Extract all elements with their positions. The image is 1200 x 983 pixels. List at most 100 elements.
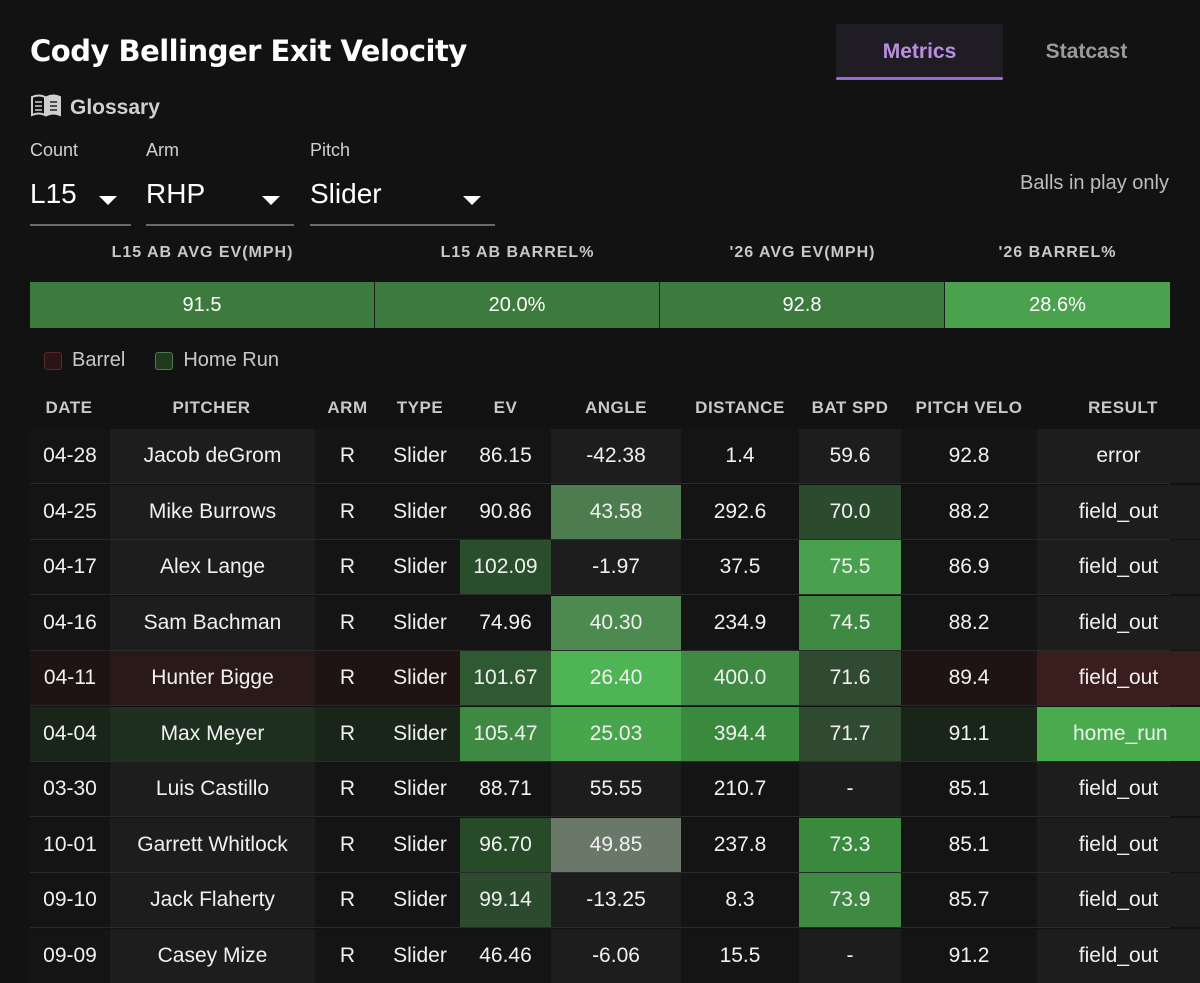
cell-arm: R <box>315 540 380 594</box>
cell-pitcher: Mike Burrows <box>110 484 315 539</box>
summary-header-26-ev: '26 AVG EV(MPH) <box>729 244 876 261</box>
cell-distance: 400.0 <box>681 651 799 705</box>
cell-date: 03-30 <box>30 762 110 816</box>
cell-result: field_out <box>1037 651 1200 705</box>
cell-type: Slider <box>380 928 460 983</box>
cell-pitcher: Luis Castillo <box>110 762 315 816</box>
summary-bar: 91.5 20.0% 92.8 28.6% <box>30 282 1170 328</box>
cell-type: Slider <box>380 817 460 872</box>
cell-pitch-velo: 91.2 <box>901 928 1037 983</box>
cell-bat-spd: 75.5 <box>799 540 901 594</box>
chevron-down-icon <box>99 196 117 205</box>
cell-date: 04-11 <box>30 651 110 705</box>
cell-result: field_out <box>1037 540 1200 594</box>
cell-pitch-velo: 89.4 <box>901 651 1037 705</box>
cell-type: Slider <box>380 595 460 650</box>
cell-distance: 234.9 <box>681 595 799 650</box>
arm-select[interactable]: RHP <box>146 174 294 226</box>
summary-value-l15-ev: 91.5 <box>30 282 375 328</box>
arm-filter: Arm RHP <box>146 140 294 226</box>
arm-filter-label: Arm <box>146 140 179 160</box>
cell-type: Slider <box>380 651 460 705</box>
glossary-link[interactable]: Glossary <box>30 93 160 123</box>
tab-statcast[interactable]: Statcast <box>1045 40 1128 63</box>
pitch-select[interactable]: Slider <box>310 174 495 226</box>
data-table: 04-28 Jacob deGrom R Slider 86.15 -42.38 1.4 59… <box>30 429 1200 983</box>
balls-in-play-note: Balls in play only <box>1020 172 1169 194</box>
cell-arm: R <box>315 873 380 927</box>
column-header-angle[interactable]: ANGLE <box>585 398 647 417</box>
legend-home-run-label: Home Run <box>183 349 279 371</box>
column-header-ev[interactable]: EV <box>493 398 518 417</box>
cell-bat-spd: 73.9 <box>799 873 901 927</box>
legend: Barrel Home Run <box>44 349 309 372</box>
pitch-filter-label: Pitch <box>310 140 351 160</box>
pitch-select-value: Slider <box>310 178 382 209</box>
table-row[interactable]: 04-28 Jacob deGrom R Slider 86.15 -42.38 1.4 59… <box>30 429 1200 484</box>
column-header-distance[interactable]: DISTANCE <box>695 398 785 417</box>
cell-arm: R <box>315 817 380 872</box>
cell-pitch-velo: 85.1 <box>901 817 1037 872</box>
cell-ev: 101.67 <box>460 651 551 705</box>
cell-result: field_out <box>1037 484 1200 539</box>
cell-pitcher: Hunter Bigge <box>110 651 315 705</box>
cell-arm: R <box>315 928 380 983</box>
cell-ev: 46.46 <box>460 928 551 983</box>
cell-bat-spd: 74.5 <box>799 595 901 650</box>
cell-date: 04-17 <box>30 540 110 594</box>
cell-distance: 394.4 <box>681 706 799 761</box>
cell-bat-spd: - <box>799 762 901 816</box>
cell-arm: R <box>315 651 380 705</box>
column-header-pitcher[interactable]: PITCHER <box>172 398 251 417</box>
column-header-bat-spd[interactable]: BAT SPD <box>811 398 889 417</box>
cell-date: 10-01 <box>30 817 110 872</box>
table-row[interactable]: 04-17 Alex Lange R Slider 102.09 -1.97 37.5 75.… <box>30 540 1200 595</box>
cell-arm: R <box>315 762 380 816</box>
table-row[interactable]: 10-01 Garrett Whitlock R Slider 96.70 49.85 23… <box>30 817 1200 873</box>
cell-result: home_run <box>1037 706 1200 761</box>
count-filter: Count L15 <box>30 140 131 226</box>
summary-header-l15-ev: L15 AB AVG EV(MPH) <box>111 244 294 261</box>
table-row[interactable]: 09-10 Jack Flaherty R Slider 99.14 -13.25 8.3 7… <box>30 873 1200 928</box>
pitch-filter: Pitch Slider <box>310 140 495 226</box>
page-title: Cody Bellinger Exit Velocity <box>30 34 467 68</box>
cell-pitcher: Jack Flaherty <box>110 873 315 927</box>
table-row[interactable]: 03-30 Luis Castillo R Slider 88.71 55.55 210.7… <box>30 762 1200 817</box>
cell-arm: R <box>315 706 380 761</box>
arm-select-value: RHP <box>146 178 206 209</box>
cell-result: field_out <box>1037 928 1200 983</box>
cell-ev: 105.47 <box>460 706 551 761</box>
table-row[interactable]: 04-16 Sam Bachman R Slider 74.96 40.30 234.9 74… <box>30 595 1200 651</box>
column-header-result[interactable]: RESULT <box>1088 398 1158 417</box>
column-header-arm[interactable]: ARM <box>327 398 368 417</box>
cell-type: Slider <box>380 484 460 539</box>
cell-angle: 43.58 <box>551 484 681 539</box>
cell-distance: 1.4 <box>681 429 799 483</box>
cell-date: 04-16 <box>30 595 110 650</box>
column-header-pitch-velo[interactable]: PITCH VELO <box>915 398 1023 417</box>
count-select[interactable]: L15 <box>30 174 131 226</box>
table-row[interactable]: 04-04 Max Meyer R Slider 105.47 25.03 394.4 71.… <box>30 706 1200 762</box>
summary-header-26-barrel: '26 BARREL% <box>998 244 1117 261</box>
cell-ev: 74.96 <box>460 595 551 650</box>
cell-type: Slider <box>380 762 460 816</box>
column-header-date[interactable]: DATE <box>45 398 93 417</box>
cell-pitch-velo: 88.2 <box>901 595 1037 650</box>
chevron-down-icon <box>262 196 280 205</box>
cell-pitcher: Garrett Whitlock <box>110 817 315 872</box>
column-header-type[interactable]: TYPE <box>396 398 444 417</box>
cell-bat-spd: 73.3 <box>799 817 901 872</box>
tab-metrics[interactable]: Metrics <box>836 24 1003 80</box>
table-row[interactable]: 04-25 Mike Burrows R Slider 90.86 43.58 292.6 7… <box>30 484 1200 540</box>
table-row[interactable]: 09-09 Casey Mize R Slider 46.46 -6.06 15.5-91.… <box>30 928 1200 983</box>
cell-bat-spd: - <box>799 928 901 983</box>
cell-result: field_out <box>1037 873 1200 927</box>
cell-date: 04-28 <box>30 429 110 483</box>
summary-value-26-barrel: 28.6% <box>945 282 1170 328</box>
cell-ev: 88.71 <box>460 762 551 816</box>
cell-date: 04-25 <box>30 484 110 539</box>
cell-pitch-velo: 92.8 <box>901 429 1037 483</box>
cell-ev: 102.09 <box>460 540 551 594</box>
table-row[interactable]: 04-11 Hunter Bigge R Slider 101.67 26.40 400.0… <box>30 651 1200 706</box>
cell-angle: 25.03 <box>551 706 681 761</box>
